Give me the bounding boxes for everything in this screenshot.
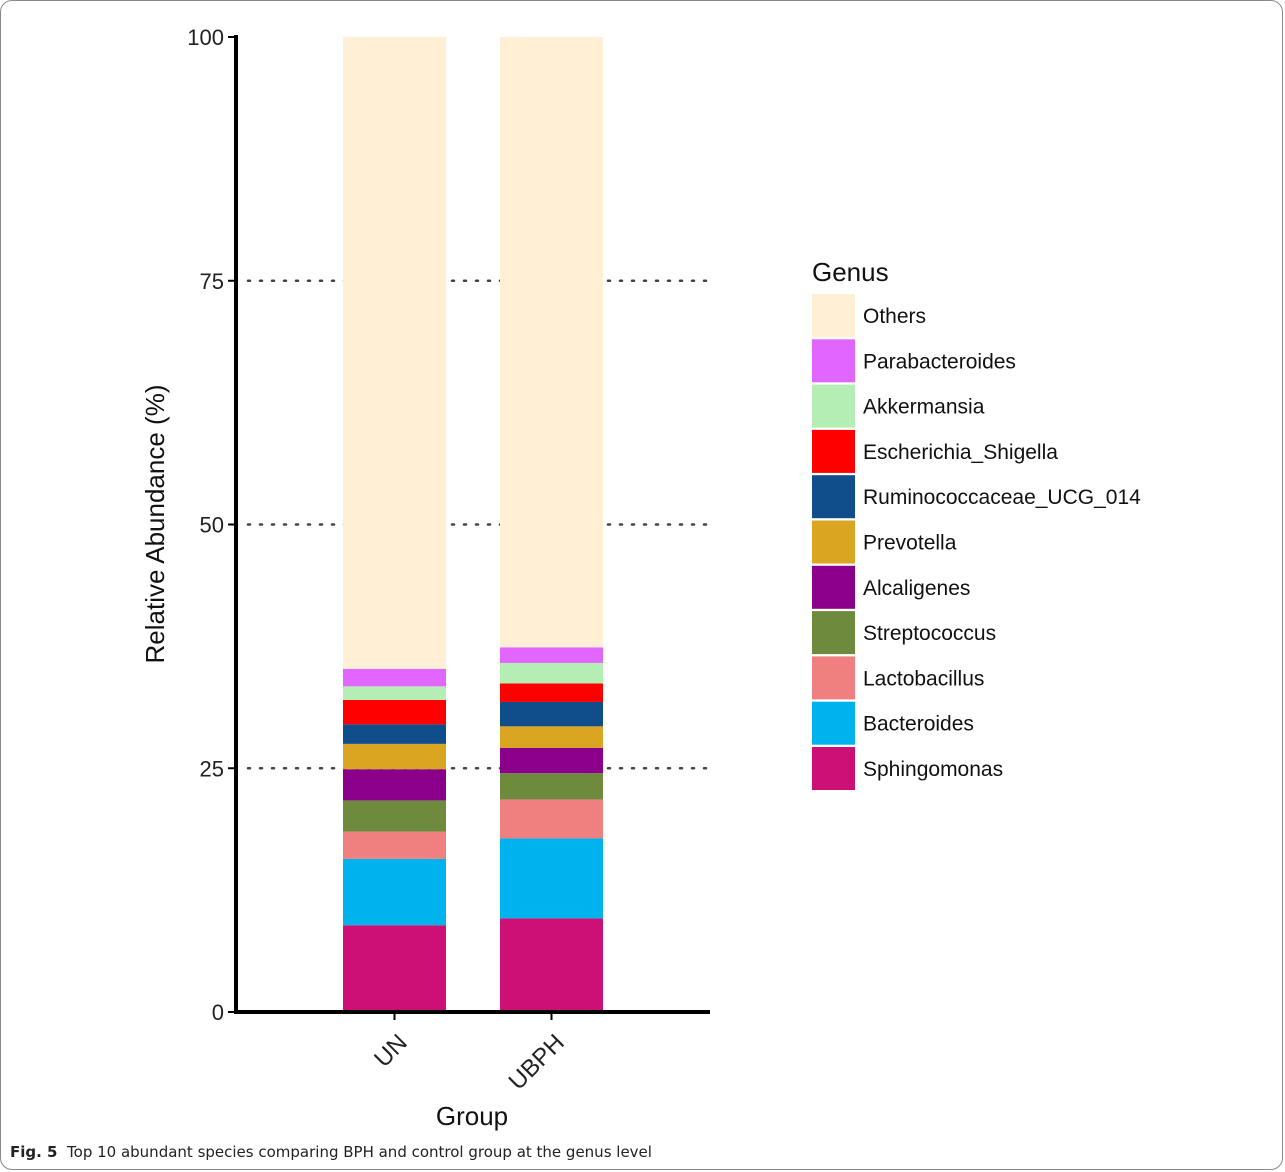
legend-label-sphingomonas: Sphingomonas bbox=[863, 758, 1003, 781]
bar-un-akkermansia bbox=[343, 686, 446, 700]
bar-un-parabacteroides bbox=[343, 668, 446, 687]
x-tick-label: UBPH bbox=[503, 1029, 569, 1095]
y-axis-label: Relative Abundance (%) bbox=[140, 385, 170, 664]
legend-swatch-parabacteroides bbox=[812, 339, 855, 383]
legend-swatch-escherichia-shigella bbox=[812, 429, 855, 473]
y-ticks: 0 25 50 75 100 bbox=[187, 25, 236, 1025]
bars bbox=[343, 37, 603, 1012]
figure-caption-text: Top 10 abundant species comparing BPH an… bbox=[67, 1143, 652, 1161]
legend-label-parabacteroides: Parabacteroides bbox=[863, 350, 1016, 373]
figure-caption: Fig. 5 Top 10 abundant species comparing… bbox=[10, 1143, 652, 1161]
bar-un-others bbox=[343, 37, 446, 669]
legend-swatch-lactobacillus bbox=[812, 656, 855, 700]
legend-label-lactobacillus: Lactobacillus bbox=[863, 667, 984, 690]
legend-label-others: Others bbox=[863, 305, 926, 328]
bar-ubph-others bbox=[500, 37, 603, 648]
bar-un-escherichia-shigella bbox=[343, 700, 446, 725]
bar-ubph-prevotella bbox=[500, 726, 603, 748]
bar-un-alcaligenes bbox=[343, 769, 446, 801]
bar-un-prevotella bbox=[343, 743, 446, 770]
bar-ubph-escherichia-shigella bbox=[500, 683, 603, 702]
bar-un-bacteroides bbox=[343, 858, 446, 926]
y-tick-label: 100 bbox=[187, 25, 224, 50]
bar-un-lactobacillus bbox=[343, 831, 446, 859]
legend-title: Genus bbox=[812, 257, 889, 287]
bar-ubph-akkermansia bbox=[500, 662, 603, 684]
legend-swatch-others bbox=[812, 294, 855, 337]
legend-swatch-bacteroides bbox=[812, 701, 855, 745]
y-tick-label: 25 bbox=[200, 756, 224, 781]
figure-label: Fig. 5 bbox=[10, 1143, 58, 1161]
grid-lines bbox=[246, 279, 712, 770]
legend-swatch-sphingomonas bbox=[812, 747, 855, 790]
bar-ubph-streptococcus bbox=[500, 773, 603, 800]
legend-label-akkermansia: Akkermansia bbox=[863, 396, 985, 419]
x-axis-label: Group bbox=[436, 1101, 508, 1131]
bar-ubph-lactobacillus bbox=[500, 799, 603, 839]
y-tick-label: 0 bbox=[212, 1000, 224, 1025]
bar-un-sphingomonas bbox=[343, 925, 446, 1012]
legend-swatch-alcaligenes bbox=[812, 565, 855, 609]
bar-ubph-sphingomonas bbox=[500, 918, 603, 1012]
bar-un-ruminococcaceae-ucg-014 bbox=[343, 724, 446, 744]
y-tick-label: 50 bbox=[200, 513, 224, 538]
bar-ubph-parabacteroides bbox=[500, 647, 603, 663]
legend: Genus Others Parabacteroides Akkermansia Es… bbox=[812, 257, 1141, 790]
legend-label-bacteroides: Bacteroides bbox=[863, 713, 974, 736]
legend-label-escherichia-shigella: Escherichia_Shigella bbox=[863, 441, 1058, 464]
bar-ubph-bacteroides bbox=[500, 838, 603, 919]
axes bbox=[234, 35, 710, 1014]
legend-label-prevotella: Prevotella bbox=[863, 532, 957, 555]
x-tick-label: UN bbox=[369, 1029, 413, 1073]
legend-swatch-akkermansia bbox=[812, 384, 855, 428]
x-ticks: UN UBPH bbox=[369, 1012, 570, 1095]
legend-items: Others Parabacteroides Akkermansia Escheric… bbox=[812, 294, 1141, 790]
bar-un-streptococcus bbox=[343, 800, 446, 832]
legend-swatch-prevotella bbox=[812, 520, 855, 564]
legend-swatch-ruminococcaceae-ucg-014 bbox=[812, 475, 855, 519]
legend-label-streptococcus: Streptococcus bbox=[863, 622, 996, 645]
bar-ubph-alcaligenes bbox=[500, 747, 603, 774]
bar-ubph-ruminococcaceae-ucg-014 bbox=[500, 701, 603, 727]
y-tick-label: 75 bbox=[200, 269, 224, 294]
legend-label-alcaligenes: Alcaligenes bbox=[863, 577, 970, 600]
legend-swatch-streptococcus bbox=[812, 611, 855, 655]
legend-label-ruminococcaceae-ucg-014: Ruminococcaceae_UCG_014 bbox=[863, 486, 1141, 509]
